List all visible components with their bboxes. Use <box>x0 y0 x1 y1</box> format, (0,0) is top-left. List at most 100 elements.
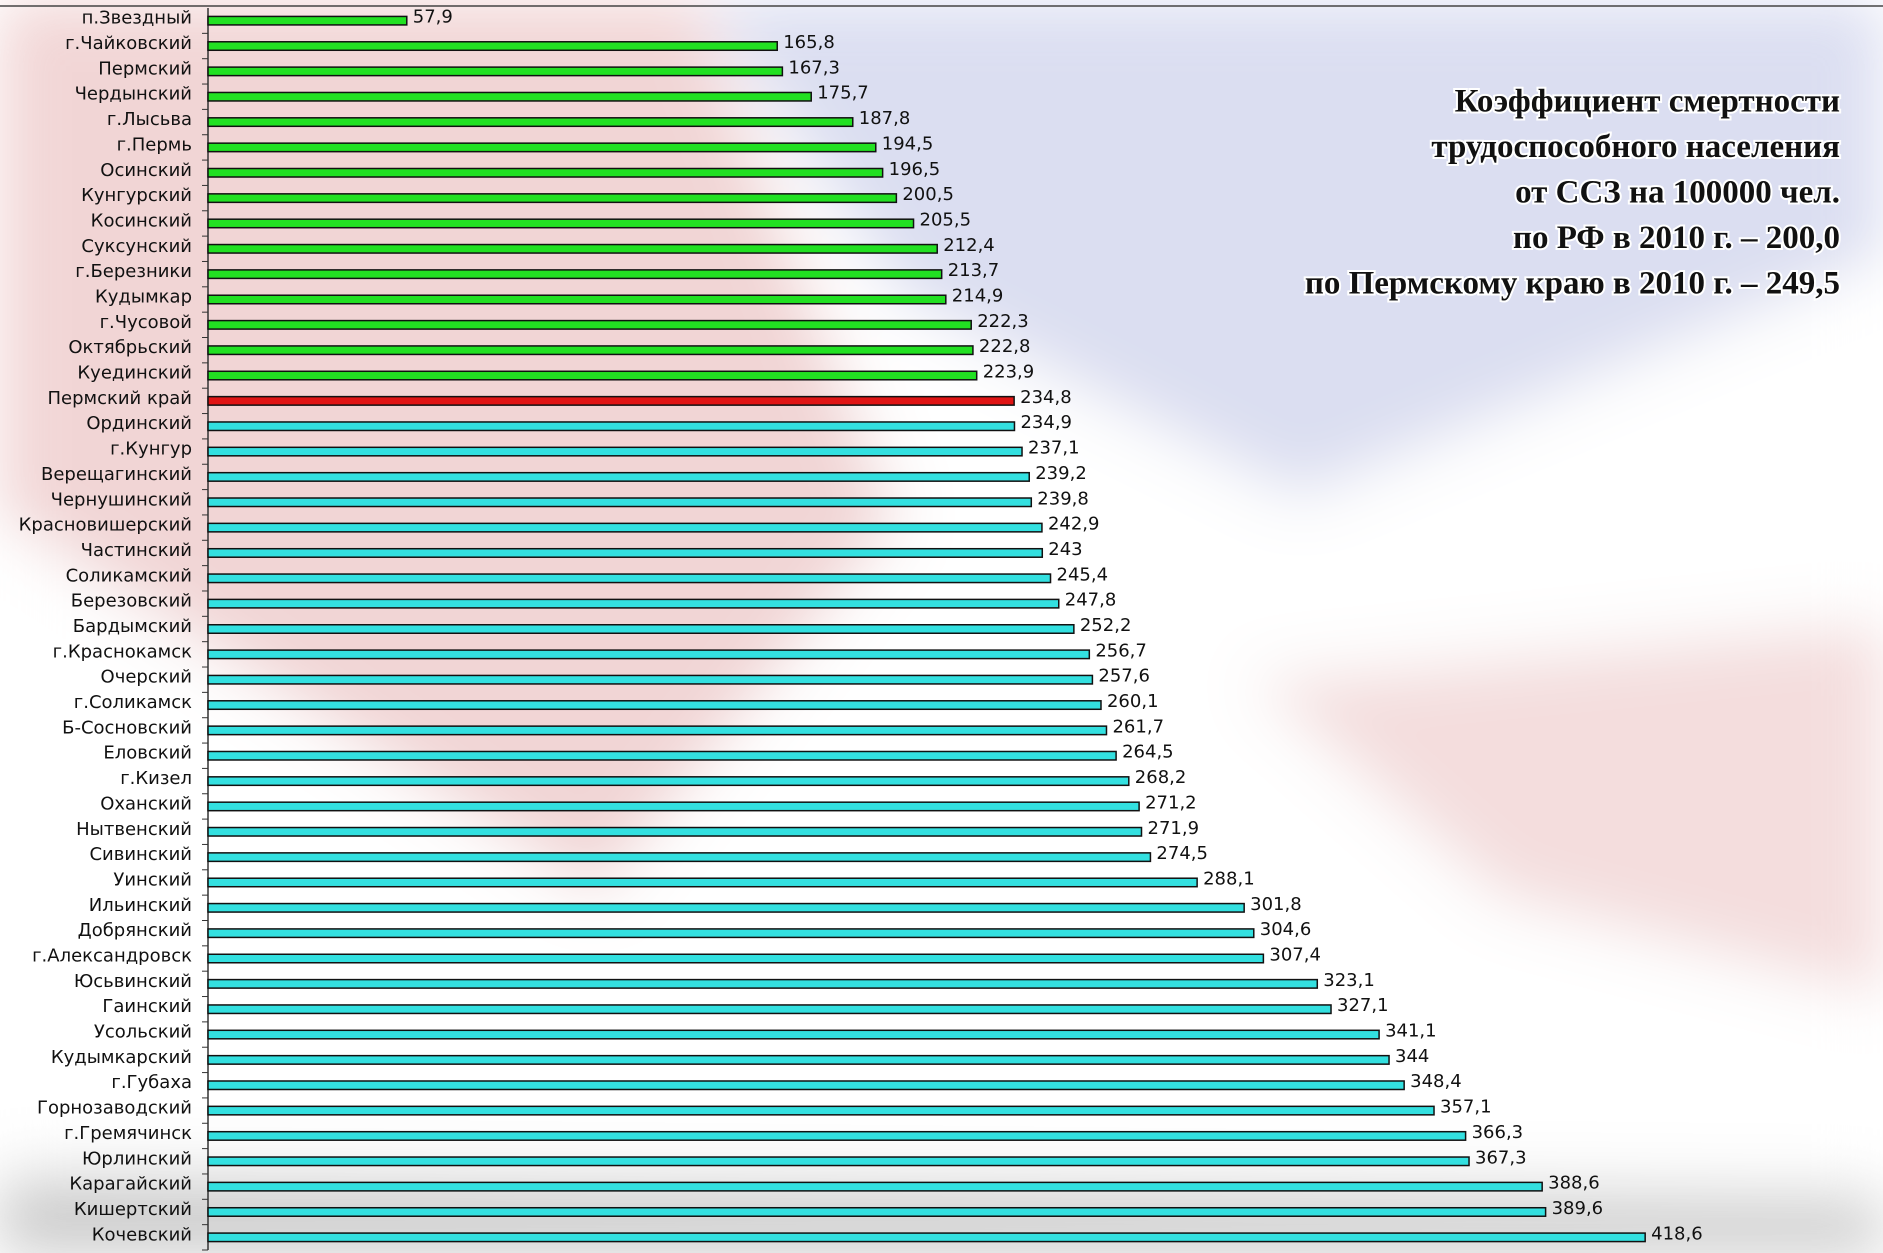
bar <box>207 1004 1332 1015</box>
bar <box>207 674 1094 685</box>
bar <box>207 953 1265 964</box>
value-label: 388,6 <box>1548 1173 1600 1194</box>
bar <box>207 15 408 26</box>
y-tick-label: Верещагинский <box>41 464 192 485</box>
bar <box>207 978 1319 989</box>
bar <box>207 700 1102 711</box>
bar <box>207 66 784 77</box>
value-label: 200,5 <box>902 184 954 205</box>
y-tick-label: Пермский <box>98 58 192 79</box>
value-label: 237,1 <box>1028 438 1080 459</box>
bar <box>207 193 898 204</box>
bar <box>207 928 1255 939</box>
value-label: 264,5 <box>1122 742 1174 763</box>
bar <box>207 370 978 381</box>
bar <box>207 269 943 280</box>
bar <box>207 547 1044 558</box>
bar <box>207 624 1075 634</box>
bar <box>207 117 854 128</box>
title-line: Коэффициент смертности <box>1455 84 1840 120</box>
bar <box>207 142 877 153</box>
bar <box>207 1029 1380 1040</box>
y-tick-label: Красновишерский <box>19 515 192 536</box>
y-tick-label: Октябрьский <box>68 337 192 358</box>
y-tick-label: Бардымский <box>73 616 192 637</box>
value-label: 57,9 <box>413 7 453 28</box>
value-label: 268,2 <box>1135 767 1187 788</box>
value-label: 243 <box>1048 539 1082 560</box>
y-tick-label: Пермский край <box>47 388 192 409</box>
bar <box>207 1080 1405 1091</box>
y-tick-label: г.Березники <box>75 261 192 282</box>
value-label: 239,8 <box>1037 488 1089 509</box>
value-label: 327,1 <box>1337 995 1389 1016</box>
value-label: 271,9 <box>1148 818 1200 839</box>
bar <box>207 421 1016 432</box>
y-tick-label: г.Гремячинск <box>64 1123 192 1144</box>
value-label: 167,3 <box>788 57 840 78</box>
bar <box>207 1181 1543 1192</box>
value-label: 234,9 <box>1020 412 1072 433</box>
bar <box>207 776 1130 787</box>
y-tick-label: Добрянский <box>78 920 192 941</box>
bar <box>207 471 1030 482</box>
y-tick-label: Нытвенский <box>76 819 192 840</box>
title-line: от ССЗ на 100000 чел. <box>1515 175 1840 211</box>
value-label: 234,8 <box>1020 387 1072 408</box>
y-tick-label: г.Кунгур <box>110 439 192 460</box>
bar <box>207 649 1091 660</box>
bar <box>207 1206 1547 1217</box>
y-tick-label: г.Чайковский <box>65 33 192 54</box>
bar <box>207 826 1143 837</box>
y-tick-label: г.Пермь <box>117 134 192 155</box>
y-tick-label: Юрлинский <box>82 1148 192 1169</box>
bar <box>207 1054 1390 1065</box>
value-label: 194,5 <box>882 133 934 154</box>
value-label: 222,3 <box>977 311 1029 332</box>
bar <box>207 1232 1646 1243</box>
value-label: 367,3 <box>1475 1147 1527 1168</box>
bar <box>207 218 915 229</box>
value-label: 222,8 <box>979 336 1031 357</box>
value-label: 242,9 <box>1048 514 1100 535</box>
y-tick-label: Ординский <box>86 413 192 434</box>
value-label: 196,5 <box>889 159 941 180</box>
value-label: 245,4 <box>1057 564 1109 585</box>
bar <box>207 395 1015 406</box>
y-tick-label: Б-Сосновский <box>62 717 192 738</box>
y-tick-label: Осинский <box>100 160 192 181</box>
bar <box>207 852 1152 863</box>
y-tick-label: п.Звездный <box>82 8 192 29</box>
value-label: 344 <box>1395 1046 1429 1067</box>
bar <box>207 319 972 330</box>
y-tick-label: Чердынский <box>75 84 192 105</box>
y-tick-label: Чернушинский <box>51 489 192 510</box>
bar <box>207 446 1023 457</box>
bar <box>207 573 1052 584</box>
y-tick-label: Кудымкарский <box>51 1047 192 1068</box>
bar <box>207 598 1060 609</box>
y-tick-label: Кочевский <box>92 1224 192 1245</box>
y-tick-label: Суксунский <box>81 236 192 257</box>
value-label: 389,6 <box>1552 1198 1604 1219</box>
value-label: 307,4 <box>1269 945 1321 966</box>
bar <box>207 750 1117 761</box>
value-label: 288,1 <box>1203 868 1255 889</box>
title-line: трудоспособного населения <box>1431 129 1840 165</box>
bar <box>207 801 1140 812</box>
bar <box>207 1156 1470 1167</box>
y-tick-label: Куединский <box>77 363 192 384</box>
bar <box>207 345 974 356</box>
y-tick-label: Усольский <box>94 1022 192 1043</box>
value-label: 165,8 <box>783 32 835 53</box>
value-label: 348,4 <box>1410 1071 1462 1092</box>
y-tick-label: Березовский <box>71 591 192 612</box>
y-tick-label: Оханский <box>100 793 192 814</box>
value-label: 257,6 <box>1098 666 1150 687</box>
y-tick-label: Карагайский <box>69 1174 192 1195</box>
y-tick-label: г.Кизел <box>120 768 192 789</box>
value-label: 357,1 <box>1440 1097 1492 1118</box>
value-label: 213,7 <box>948 260 1000 281</box>
bar <box>207 902 1245 913</box>
